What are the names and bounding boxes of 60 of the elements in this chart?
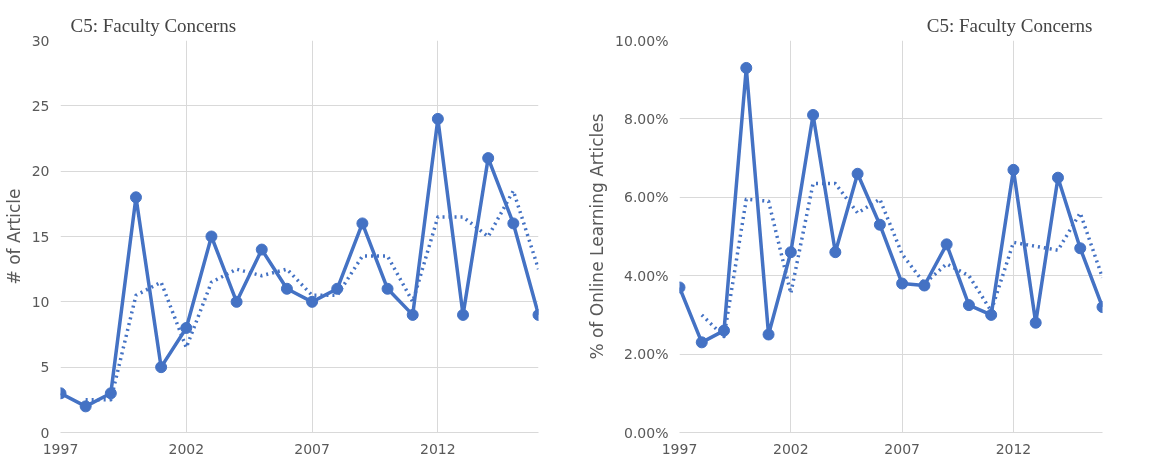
point bbox=[985, 308, 998, 321]
x-tick-label: 2002 bbox=[773, 440, 809, 457]
y-tick-label: 10 bbox=[31, 293, 50, 310]
point bbox=[1007, 163, 1020, 176]
point bbox=[356, 217, 369, 230]
point bbox=[129, 191, 142, 204]
y-axis-title: % of Online Learning Articles bbox=[587, 113, 608, 360]
point bbox=[507, 217, 520, 230]
y-tick-label: 30 bbox=[31, 32, 50, 49]
point bbox=[918, 279, 931, 292]
x-tick-label: 2002 bbox=[168, 440, 205, 457]
y-tick-label: 0.00% bbox=[624, 424, 669, 441]
x-tick-label: 2007 bbox=[884, 440, 920, 457]
point bbox=[230, 295, 243, 308]
y-tick-label: 25 bbox=[31, 97, 50, 114]
y-tick-label: 6.00% bbox=[624, 189, 669, 206]
x-tick-label: 1997 bbox=[42, 440, 79, 457]
y-tick-label: 20 bbox=[31, 163, 50, 180]
point bbox=[695, 336, 708, 349]
point bbox=[482, 152, 495, 165]
y-tick-label: 5 bbox=[40, 359, 50, 376]
y-tick-label: 10.00% bbox=[615, 32, 669, 49]
x-tick-label: 2007 bbox=[294, 440, 330, 457]
point bbox=[406, 308, 419, 321]
point bbox=[740, 61, 753, 74]
y-tick-label: 15 bbox=[31, 228, 50, 245]
point bbox=[940, 238, 953, 251]
y-axis-title: # of Article bbox=[3, 188, 24, 285]
point bbox=[807, 108, 820, 121]
point bbox=[762, 328, 775, 341]
y-tick-label: 4.00% bbox=[624, 267, 669, 284]
point bbox=[306, 295, 319, 308]
point bbox=[873, 218, 886, 231]
point bbox=[280, 282, 293, 295]
point bbox=[457, 308, 470, 321]
y-tick-label: 8.00% bbox=[624, 110, 669, 127]
point bbox=[1051, 171, 1064, 184]
point bbox=[1074, 242, 1087, 255]
point bbox=[79, 400, 92, 413]
chart-title: C5: Faculty Concerns bbox=[926, 14, 1093, 36]
point bbox=[205, 230, 218, 243]
point bbox=[851, 167, 864, 180]
y-tick-label: 0 bbox=[40, 424, 50, 441]
x-tick-label: 1997 bbox=[661, 440, 698, 457]
point bbox=[255, 243, 268, 256]
point bbox=[1029, 316, 1042, 329]
point bbox=[331, 282, 344, 295]
point bbox=[104, 387, 117, 400]
point bbox=[962, 299, 975, 312]
chart-title: C5: Faculty Concerns bbox=[70, 14, 237, 36]
point bbox=[896, 277, 909, 290]
point bbox=[829, 246, 842, 259]
point bbox=[155, 361, 168, 374]
y-tick-label: 2.00% bbox=[624, 346, 669, 363]
x-tick-label: 2012 bbox=[995, 440, 1032, 457]
point bbox=[784, 246, 797, 259]
point bbox=[381, 282, 394, 295]
point bbox=[180, 321, 193, 334]
point bbox=[431, 112, 444, 125]
x-tick-label: 2012 bbox=[420, 440, 456, 457]
